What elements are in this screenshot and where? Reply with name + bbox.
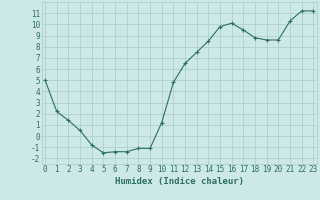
X-axis label: Humidex (Indice chaleur): Humidex (Indice chaleur) [115,177,244,186]
